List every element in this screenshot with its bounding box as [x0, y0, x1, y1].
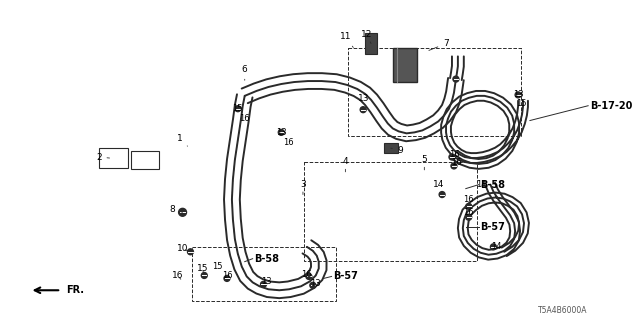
Text: 16: 16 [451, 158, 461, 167]
Circle shape [439, 192, 445, 197]
Bar [393, 47, 417, 82]
Text: 12: 12 [362, 30, 372, 44]
Text: 13: 13 [261, 277, 272, 286]
Text: 14: 14 [476, 180, 487, 189]
Text: 13: 13 [276, 128, 287, 137]
Text: B-58: B-58 [481, 180, 506, 190]
Text: 15: 15 [212, 262, 222, 271]
Bar [99, 148, 128, 168]
Circle shape [490, 244, 497, 250]
Text: 13: 13 [513, 90, 524, 100]
Circle shape [453, 76, 459, 82]
Circle shape [179, 208, 186, 216]
Text: 16: 16 [172, 271, 184, 280]
Text: 9: 9 [391, 146, 404, 155]
Bar [348, 47, 521, 136]
Text: T5A4B6000A: T5A4B6000A [538, 307, 588, 316]
Circle shape [224, 276, 230, 281]
Text: 16: 16 [449, 149, 460, 159]
Text: 13: 13 [310, 279, 321, 288]
Text: 16: 16 [239, 114, 250, 123]
Text: 16: 16 [221, 271, 232, 280]
Text: 7: 7 [429, 39, 449, 51]
Text: 11: 11 [340, 32, 353, 47]
Text: 16: 16 [301, 270, 311, 279]
Text: B-57: B-57 [333, 271, 358, 282]
Bar [384, 143, 397, 153]
Text: 16: 16 [463, 208, 474, 217]
Text: B-17-20: B-17-20 [590, 101, 632, 111]
Text: 16: 16 [283, 138, 294, 147]
Text: 1: 1 [177, 134, 188, 146]
Text: 15: 15 [196, 264, 208, 273]
Circle shape [188, 249, 193, 255]
Bar [304, 162, 477, 261]
Text: 13: 13 [358, 94, 370, 110]
Text: 10: 10 [177, 244, 188, 253]
Text: 8: 8 [170, 205, 182, 214]
Circle shape [260, 281, 266, 287]
Text: 14: 14 [491, 242, 502, 251]
Text: 4: 4 [342, 157, 348, 172]
Circle shape [466, 204, 472, 209]
Circle shape [202, 273, 207, 278]
Bar [131, 151, 159, 169]
Circle shape [360, 107, 366, 113]
Text: B-58: B-58 [255, 254, 280, 264]
Text: 6: 6 [242, 65, 248, 80]
Circle shape [466, 214, 472, 220]
Bar [365, 33, 377, 54]
Text: 16: 16 [463, 195, 474, 204]
Circle shape [310, 282, 316, 288]
Text: B-57: B-57 [481, 222, 506, 232]
Text: 15: 15 [516, 99, 526, 108]
Circle shape [306, 274, 312, 279]
Text: 14: 14 [433, 180, 445, 195]
Circle shape [235, 106, 241, 112]
Text: 5: 5 [422, 156, 428, 170]
Text: 2: 2 [96, 153, 109, 162]
Text: 15: 15 [232, 104, 243, 113]
Circle shape [278, 129, 284, 135]
Circle shape [515, 92, 521, 98]
Text: 3: 3 [300, 180, 306, 195]
Circle shape [449, 154, 455, 160]
Text: FR.: FR. [66, 285, 84, 295]
Bar [193, 247, 335, 301]
Circle shape [451, 163, 457, 169]
